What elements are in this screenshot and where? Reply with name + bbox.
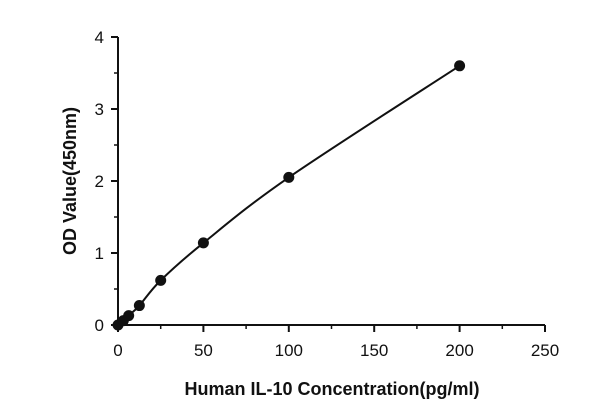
x-tick-label: 50 (194, 341, 213, 360)
x-tick-label: 200 (445, 341, 473, 360)
data-point (454, 60, 466, 72)
data-point (133, 300, 145, 312)
axes: 0 50 100 150 200 250 0 1 2 3 4 (95, 28, 560, 360)
data-points-layer (112, 60, 466, 331)
fit-curve (117, 64, 461, 326)
y-tick-label: 1 (95, 244, 104, 263)
y-tick-label: 4 (95, 28, 104, 47)
y-tick-label: 3 (95, 100, 104, 119)
data-point (283, 171, 295, 183)
x-tick-label: 0 (113, 341, 122, 360)
x-tick-label: 150 (360, 341, 388, 360)
y-tick-label: 0 (95, 316, 104, 335)
y-axis-title: OD Value(450nm) (60, 107, 80, 255)
data-point (123, 310, 135, 322)
x-tick-label: 100 (275, 341, 303, 360)
data-point (197, 237, 209, 249)
y-tick-label: 2 (95, 172, 104, 191)
fit-curve-layer (117, 64, 461, 326)
data-point (155, 274, 167, 286)
x-axis-title: Human IL-10 Concentration(pg/ml) (184, 379, 479, 399)
x-tick-label: 250 (531, 341, 559, 360)
